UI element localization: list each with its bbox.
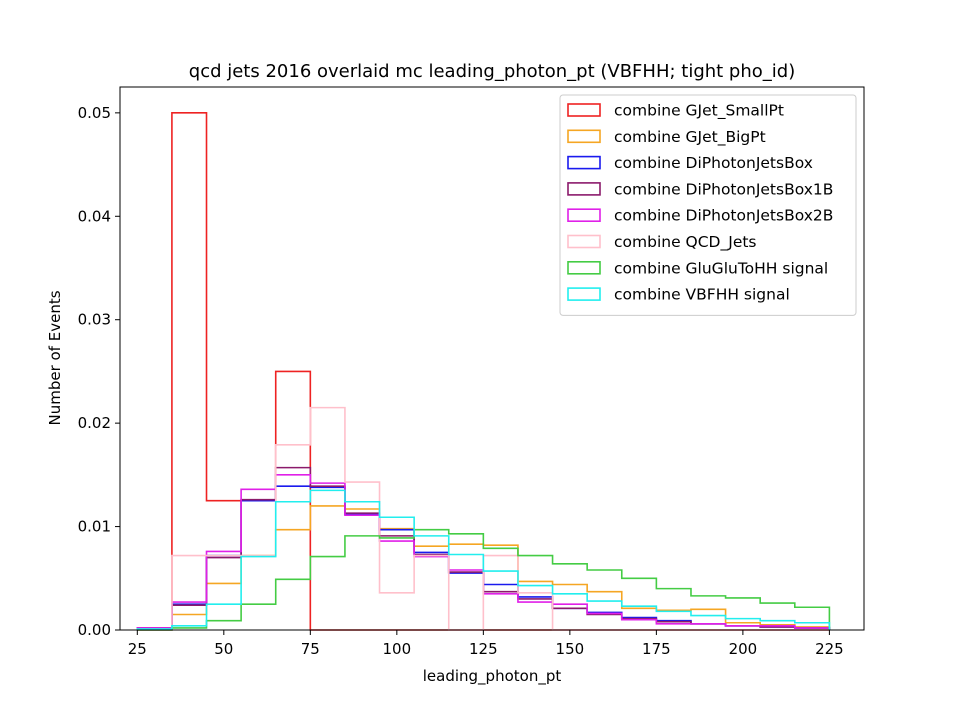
x-axis-title: leading_photon_pt xyxy=(423,667,562,686)
y-tick-label: 0.00 xyxy=(78,621,111,639)
legend-swatch xyxy=(567,182,601,196)
legend-label: combine DiPhotonJetsBox1B xyxy=(614,180,833,198)
legend-swatch xyxy=(567,129,601,144)
x-axis: 25 50 75 100 125 150 175 200 225 xyxy=(128,630,844,658)
legend-swatch xyxy=(567,155,601,170)
y-tick-label: 0.04 xyxy=(78,207,111,225)
y-tick-label: 0.01 xyxy=(78,518,111,536)
series-line-4 xyxy=(136,474,831,630)
legend-box xyxy=(559,94,857,316)
legend-label: combine DiPhotonJetsBox2B xyxy=(614,207,833,225)
x-tick-label: 25 xyxy=(128,640,147,658)
x-tick-label: 150 xyxy=(556,640,585,658)
plot-frame xyxy=(119,86,865,631)
x-tick-label: 125 xyxy=(469,640,498,658)
y-axis: 0.00 0.01 0.02 0.03 0.04 0.05 xyxy=(78,104,120,639)
legend-label: combine QCD_Jets xyxy=(614,233,757,252)
x-tick-label: 225 xyxy=(815,640,844,658)
legend-label: combine DiPhotonJetsBox xyxy=(614,154,813,172)
x-tick-label: 200 xyxy=(729,640,758,658)
series-line-6 xyxy=(137,528,831,631)
x-tick-label: 100 xyxy=(383,640,412,658)
y-tick-label: 0.02 xyxy=(78,414,111,432)
legend-label: combine VBFHH signal xyxy=(614,286,790,304)
legend-label: combine GJet_BigPt xyxy=(614,128,766,147)
legend-swatch xyxy=(567,287,601,301)
x-tick-label: 75 xyxy=(301,640,320,658)
y-axis-title: Number of Events xyxy=(46,290,64,425)
y-tick-label: 0.03 xyxy=(78,311,111,329)
legend-swatch xyxy=(567,234,601,249)
x-tick-label: 50 xyxy=(214,640,233,658)
series-line-7 xyxy=(136,489,831,630)
legend-swatch xyxy=(567,103,601,117)
legend-label: combine GJet_SmallPt xyxy=(614,102,784,121)
legend-swatch xyxy=(567,208,601,222)
legend-swatch xyxy=(567,260,601,275)
chart-title: qcd jets 2016 overlaid mc leading_photon… xyxy=(189,61,795,82)
y-tick-label: 0.05 xyxy=(78,104,111,122)
x-tick-label: 175 xyxy=(642,640,671,658)
legend-label: combine GluGluToHH signal xyxy=(614,259,828,277)
